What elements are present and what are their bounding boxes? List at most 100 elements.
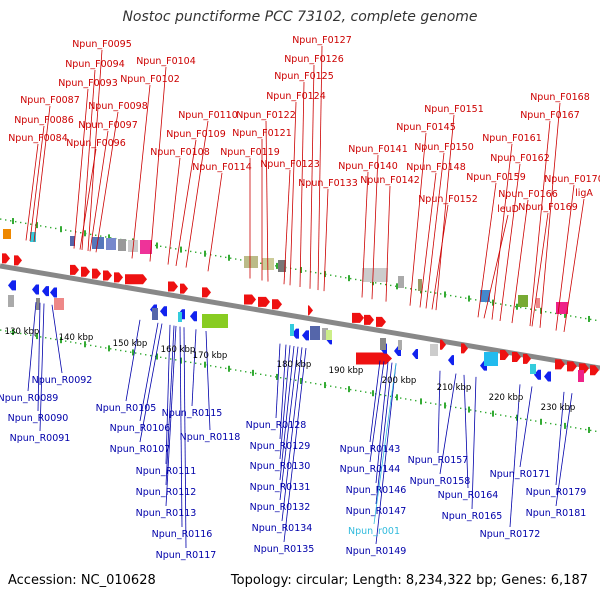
gene-feature-box — [418, 279, 422, 291]
lower-guide-dot — [400, 397, 402, 399]
gene-feature-box — [362, 268, 388, 282]
reverse-gene-leader-line — [279, 346, 299, 501]
reverse-gene-arrow — [50, 287, 57, 298]
lower-guide-dot — [470, 409, 472, 411]
gene-feature-box — [536, 298, 540, 308]
upper-guide-dot — [15, 220, 17, 223]
lower-guide-dot — [395, 396, 397, 398]
upper-guide-dot — [105, 236, 107, 238]
upper-guide-dot — [155, 244, 157, 247]
reverse-gene-arrow — [190, 311, 197, 322]
forward-gene-leader-line — [361, 171, 369, 298]
reverse-gene-leader-line — [279, 345, 295, 481]
gene-feature-box — [152, 308, 158, 320]
forward-gene-leader-line — [555, 184, 575, 331]
forward-gene-label: Npun_F0142 — [360, 175, 420, 186]
upper-guide-dot — [95, 234, 97, 236]
reverse-gene-leader-line — [139, 323, 163, 443]
upper-guide-dot — [575, 316, 577, 318]
forward-gene-leader-line — [265, 120, 269, 282]
forward-gene-label: Npun_F0121 — [232, 128, 292, 139]
lower-guide-dot — [335, 386, 337, 388]
lower-guide-dot — [210, 365, 212, 367]
lower-guide-tick — [444, 402, 446, 409]
gene-feature-box — [518, 295, 528, 307]
upper-guide-dot — [65, 229, 67, 231]
forward-gene-arrow — [512, 352, 521, 363]
upper-guide-dot — [490, 301, 492, 304]
upper-guide-dot — [275, 265, 277, 267]
upper-guide-dot — [215, 254, 217, 257]
reverse-gene-leader-line — [165, 325, 177, 507]
upper-guide-dot — [500, 303, 502, 305]
lower-guide-tick — [468, 406, 470, 413]
lower-guide-dot — [510, 416, 512, 418]
lower-guide-dot — [525, 418, 527, 421]
forward-gene-label: Npun_F0159 — [466, 172, 526, 183]
upper-guide-dot — [330, 274, 332, 276]
upper-guide-dot — [0, 218, 2, 220]
forward-gene-leader-line — [299, 81, 305, 288]
forward-gene-leader-line — [477, 182, 497, 318]
reverse-gene-leader-line — [37, 302, 41, 412]
reverse-gene-leader-line — [27, 302, 37, 392]
lower-guide-dot — [315, 382, 317, 385]
reverse-gene-label: Npun_R0131 — [250, 482, 311, 493]
lower-guide-dot — [405, 398, 407, 400]
reverse-gene-leader-line — [471, 376, 477, 510]
lower-guide-dot — [295, 379, 297, 381]
lower-guide-dot — [140, 353, 142, 355]
upper-guide-dot — [55, 227, 57, 230]
lower-guide-dot — [330, 385, 332, 387]
upper-guide-dot — [410, 288, 412, 290]
upper-guide-dot — [450, 294, 452, 297]
upper-guide-dot — [20, 221, 22, 224]
upper-guide-tick — [276, 262, 278, 269]
upper-guide-dot — [545, 311, 547, 313]
lower-guide-tick — [36, 333, 38, 340]
kbp-tick-label: 180 kbp — [277, 360, 312, 370]
forward-gene-label: Npun_F0167 — [520, 110, 580, 121]
forward-gene-leader-line — [167, 157, 181, 265]
lower-guide-dot — [535, 420, 537, 422]
lower-guide-dot — [435, 403, 437, 405]
forward-gene-label: Npun_F0168 — [530, 92, 590, 103]
upper-guide-dot — [40, 225, 42, 227]
lower-guide-dot — [250, 371, 252, 374]
upper-guide-dot — [590, 318, 592, 321]
lower-guide-dot — [5, 330, 7, 332]
lower-guide-dot — [580, 428, 582, 430]
forward-gene-leader-line — [87, 49, 103, 251]
forward-gene-leader-line — [33, 105, 51, 242]
lower-guide-tick — [108, 345, 110, 352]
forward-gene-label: Npun_F0096 — [66, 138, 126, 149]
upper-guide-dot — [345, 277, 347, 279]
gene-feature-box — [244, 256, 258, 268]
upper-guide-tick — [468, 295, 470, 302]
lower-guide-dot — [120, 349, 122, 352]
forward-gene-leader-line — [409, 132, 427, 306]
reverse-gene-arrow — [544, 371, 551, 382]
gene-feature-box — [70, 236, 75, 246]
upper-guide-dot — [495, 302, 497, 304]
lower-guide-dot — [70, 341, 72, 343]
lower-guide-tick — [252, 369, 254, 376]
upper-guide-dot — [425, 290, 427, 293]
gene-feature-box — [202, 314, 228, 328]
lower-guide-dot — [310, 382, 312, 384]
lower-guide-tick — [396, 394, 398, 401]
reverse-gene-arrow — [42, 286, 49, 297]
lower-guide-tick — [492, 410, 494, 417]
forward-gene-label: Npun_F0109 — [166, 129, 226, 140]
upper-guide-dot — [70, 230, 72, 232]
reverse-gene-leader-line — [369, 360, 381, 443]
reverse-gene-leader-line — [51, 304, 63, 374]
upper-guide-tick — [156, 242, 158, 249]
lower-guide-dot — [185, 360, 187, 363]
forward-gene-arrow — [555, 359, 565, 370]
lower-guide-dot — [95, 345, 97, 347]
reverse-gene-label: Npun_R0172 — [480, 529, 541, 540]
upper-guide-dot — [515, 305, 517, 308]
reverse-gene-leader-line — [439, 373, 457, 475]
lower-guide-dot — [270, 375, 272, 377]
